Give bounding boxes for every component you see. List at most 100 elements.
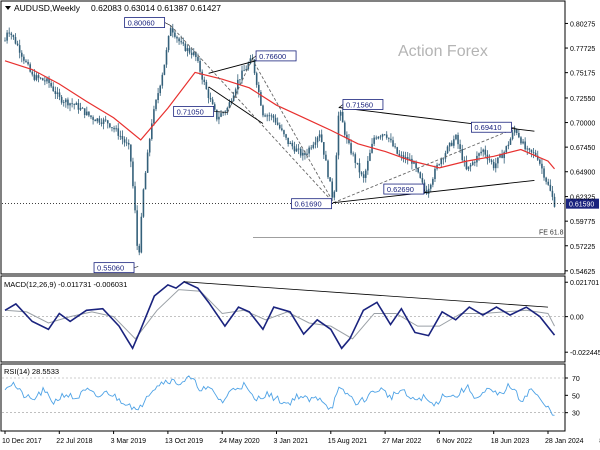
time-tick-label: 13 Oct 2019 <box>165 438 203 445</box>
candle-body <box>69 103 71 106</box>
candle-body <box>20 52 23 57</box>
annotation-leader <box>213 111 228 113</box>
candle-body <box>375 137 378 139</box>
candle-body <box>274 117 277 123</box>
candle-body <box>260 92 262 106</box>
price-axis: 0.80275 0.77725 0.75175 0.72550 0.70000 0.674… <box>565 21 595 276</box>
channel-upper-line <box>208 58 264 74</box>
candle-body <box>287 137 289 144</box>
candle-body <box>134 186 136 211</box>
candle-body <box>463 160 466 161</box>
time-axis: 10 Dec 2017 22 Jul 2018 3 Mar 2019 13 Oct 2… <box>2 431 600 445</box>
candle-body <box>257 84 260 93</box>
candle-body <box>35 75 38 80</box>
candle-body <box>140 216 143 253</box>
candle-body <box>308 147 310 154</box>
candle-body <box>341 111 344 123</box>
time-tick-label: 22 Jul 2018 <box>56 438 92 445</box>
moving-average-layer <box>4 60 555 170</box>
candle-body <box>455 134 457 140</box>
price-annotations: 0.80060 0.76600 0.71050 0.71560 0.69410 0.626… <box>93 17 516 274</box>
candle-body <box>524 141 526 150</box>
candle-body <box>81 107 84 109</box>
candle-body <box>383 134 386 136</box>
candle-body <box>119 135 122 137</box>
candle-body <box>362 174 365 178</box>
candle-body <box>413 161 415 164</box>
candle-body <box>243 70 245 72</box>
candle-body <box>37 75 40 78</box>
annotation-box <box>342 99 384 110</box>
candle-body <box>492 161 495 169</box>
price-tick-label: 0.57225 <box>570 244 595 251</box>
macd-tick-label: 0.00 <box>570 315 584 322</box>
candle-body <box>174 32 176 37</box>
candle-body <box>222 112 224 114</box>
candle-body <box>343 122 346 135</box>
price-pane-frame <box>0 0 566 275</box>
candle-body <box>295 148 298 152</box>
candle-body <box>272 115 275 118</box>
candle-body <box>94 119 96 122</box>
annotation-label: 0.61690 <box>295 200 322 209</box>
candle-body <box>197 56 199 61</box>
macd-tick-label: 0.021701 <box>570 280 599 287</box>
candle-body <box>228 102 231 108</box>
candle-body <box>115 128 117 130</box>
time-tick-label: 24 May 2020 <box>219 438 260 445</box>
candle-body <box>465 160 468 170</box>
candle-body <box>12 34 15 38</box>
candle-body <box>304 152 306 155</box>
candle-body <box>291 142 294 147</box>
candle-body <box>270 115 273 117</box>
candle-body <box>461 149 464 161</box>
macd-line <box>4 280 556 351</box>
candle-body <box>14 37 17 44</box>
candle-body <box>10 33 13 35</box>
candle-body <box>415 161 417 169</box>
macd-trendline <box>184 281 549 308</box>
rsi-axis: 70 50 30 <box>565 376 580 418</box>
macd-axis: 0.021701 0.00 -0.022445 <box>565 280 600 357</box>
annotation-label: 0.62690 <box>387 185 414 194</box>
candle-body <box>159 85 162 94</box>
candle-body <box>241 70 243 80</box>
time-tick-label: 6 Nov 2022 <box>436 438 472 445</box>
candle-body <box>33 74 36 80</box>
candle-body <box>306 153 308 155</box>
candle-body <box>471 162 474 165</box>
candle-body <box>350 143 352 154</box>
candle-body <box>178 38 180 42</box>
candle-body <box>421 177 424 183</box>
candle-body <box>373 137 375 144</box>
candle-body <box>388 137 390 139</box>
price-tick-label: 0.75175 <box>570 71 595 78</box>
candle-body <box>299 148 302 156</box>
candle-body <box>46 78 48 82</box>
candle-body <box>427 188 430 194</box>
candle-body <box>157 93 159 100</box>
annotation-box <box>291 198 332 210</box>
candle-body <box>448 142 451 147</box>
candle-body <box>547 181 550 185</box>
dropdown-arrow-icon[interactable] <box>5 6 11 10</box>
candle-body <box>245 68 247 71</box>
annotation-label: 0.55060 <box>97 264 124 273</box>
candle-body <box>318 134 321 138</box>
candle-body <box>138 245 141 253</box>
candle-body <box>209 97 212 100</box>
candle-body <box>325 154 327 161</box>
candle-body <box>390 138 392 141</box>
candle-body <box>169 28 172 36</box>
candle-body <box>276 122 279 125</box>
candle-body <box>490 160 493 162</box>
candle-body <box>264 115 266 117</box>
candle-body <box>543 168 545 178</box>
candle-body <box>396 147 399 154</box>
candle-body <box>25 60 27 62</box>
candle-body <box>98 118 101 123</box>
candle-body <box>446 146 449 154</box>
candle-body <box>377 136 380 139</box>
candle-body <box>218 116 220 120</box>
